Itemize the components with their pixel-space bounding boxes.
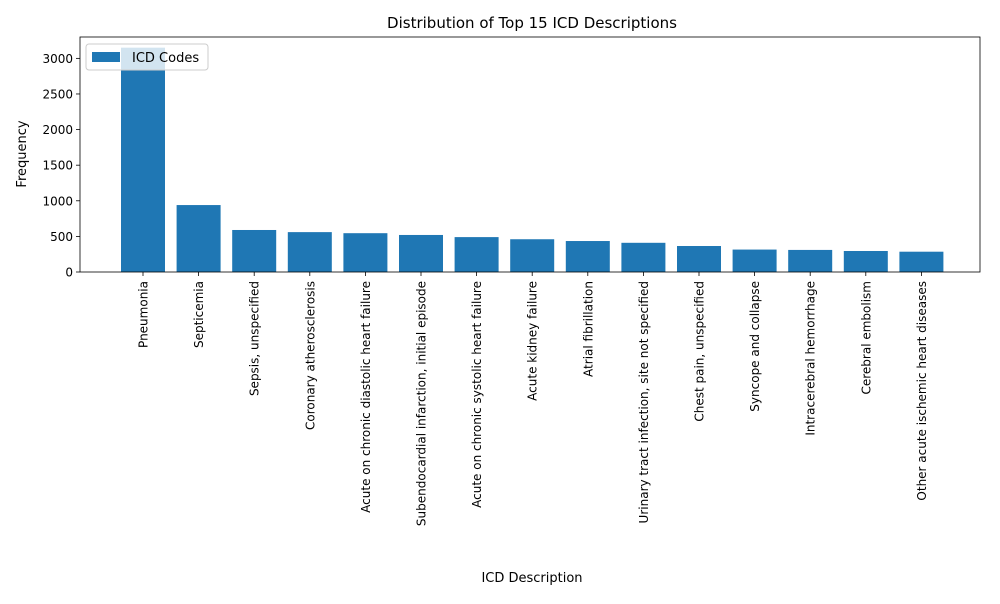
bar [732,249,777,272]
x-tick-label: Coronary atherosclerosis [303,281,317,430]
x-tick-label: Syncope and collapse [748,281,762,412]
y-tick-label: 2000 [42,123,73,137]
bar [121,47,165,272]
x-tick-label: Acute on chronic systolic heart failure [470,281,484,508]
x-tick-label: Chest pain, unspecified [693,281,707,422]
legend-label: ICD Codes [132,51,199,66]
bar [621,242,666,272]
y-tick-label: 500 [50,230,73,244]
x-tick-label: Acute kidney failure [526,281,540,401]
plot-area: 0 500 1000 1500 2000 2500 3000 Pneumonia Septice… [42,36,981,526]
y-tick-label: 1500 [42,159,73,173]
bar [677,246,721,272]
x-tick-label: Acute on chronic diastolic heart failure [359,281,373,513]
legend-frame [85,43,209,71]
bar [899,251,944,272]
y-tick-label: 3000 [42,52,73,66]
y-tick-label: 1000 [42,194,73,208]
x-tick-label: Intracerebral hemorrhage [804,281,818,436]
x-axis-label: ICD Description [481,571,582,586]
x-tick-label: Pneumonia [137,281,151,348]
legend-swatch [92,52,120,62]
y-tick-label: 0 [65,266,73,280]
x-tick-label: Urinary tract infection, site not specif… [637,281,651,523]
x-tick-label: Cerebral embolism [859,281,873,395]
x-tick-label: Sepsis, unspecified [248,281,262,396]
axes-frame [79,36,981,273]
y-axis-label: Frequency [15,120,30,187]
bar [343,233,388,272]
bar [399,234,443,272]
bar [565,241,610,272]
chart-title: Distribution of Top 15 ICD Descriptions [387,14,677,32]
x-tick-label: Other acute ischemic heart diseases [915,281,929,501]
legend: ICD Codes [85,43,209,71]
x-tick-label: Subendocardial infarction, initial episo… [415,281,429,526]
bar [843,250,888,272]
bar [287,232,332,272]
bar [454,237,499,272]
x-tick-label: Septicemia [192,281,206,348]
bar [510,239,555,272]
y-tick-label: 2500 [42,87,73,101]
bar [232,229,277,272]
bar [176,205,221,272]
x-tick-label: Atrial fibrillation [581,281,595,377]
bar [788,249,833,272]
